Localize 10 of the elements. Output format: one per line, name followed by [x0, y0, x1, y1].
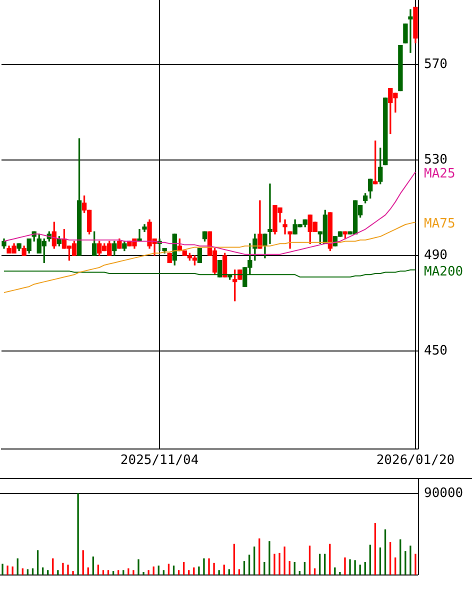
- y-tick-label: 450: [424, 343, 448, 358]
- y-tick-label: 490: [424, 248, 448, 263]
- x-tick-label: 2026/01/20: [376, 453, 455, 468]
- series-label: MA75: [424, 216, 456, 232]
- x-tick-label: 2025/11/04: [120, 453, 199, 468]
- y-tick-label: 90000: [424, 486, 464, 501]
- y-tick-label: 530: [424, 152, 448, 168]
- series-label: MA200: [424, 264, 464, 280]
- series-label: MA25: [424, 166, 456, 182]
- y-tick-label: 570: [424, 56, 448, 72]
